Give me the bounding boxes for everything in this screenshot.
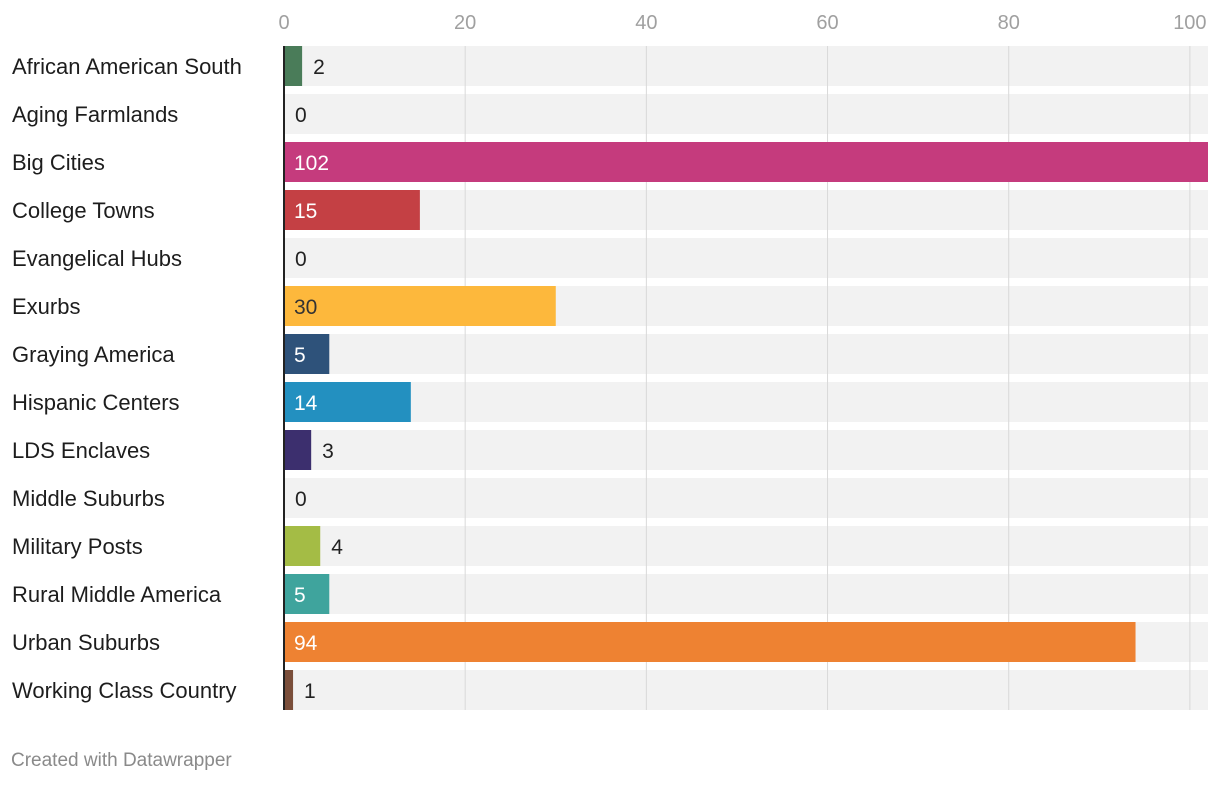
row-track-college-towns	[284, 190, 1208, 230]
credit-footer: Created with Datawrapper	[11, 750, 232, 771]
category-label-college-towns: College Towns	[12, 198, 155, 223]
bar-african-american-south	[284, 46, 303, 86]
category-label-rural-middle-america: Rural Middle America	[12, 582, 222, 607]
category-label-hispanic-centers: Hispanic Centers	[12, 390, 180, 415]
category-label-middle-suburbs: Middle Suburbs	[12, 486, 165, 511]
row-track-middle-suburbs	[284, 478, 1208, 518]
value-label-middle-suburbs: 0	[295, 488, 307, 511]
bar-big-cities	[284, 142, 1208, 182]
row-track-hispanic-centers	[284, 382, 1208, 422]
category-label-urban-suburbs: Urban Suburbs	[12, 630, 160, 655]
x-tick-label-100: 100	[1173, 12, 1206, 34]
x-tick-label-80: 80	[998, 12, 1020, 34]
value-label-lds-enclaves: 3	[322, 440, 334, 463]
bar-lds-enclaves	[284, 430, 312, 470]
value-label-graying-america: 5	[294, 344, 306, 367]
category-label-graying-america: Graying America	[12, 342, 175, 367]
row-track-graying-america	[284, 334, 1208, 374]
category-label-aging-farmlands: Aging Farmlands	[12, 102, 178, 127]
category-label-evangelical-hubs: Evangelical Hubs	[12, 246, 182, 271]
x-tick-label-0: 0	[278, 12, 289, 34]
category-label-military-posts: Military Posts	[12, 534, 143, 559]
row-track-evangelical-hubs	[284, 238, 1208, 278]
x-tick-label-20: 20	[454, 12, 476, 34]
category-label-big-cities: Big Cities	[12, 150, 105, 175]
row-track-lds-enclaves	[284, 430, 1208, 470]
value-label-aging-farmlands: 0	[295, 104, 307, 127]
value-label-urban-suburbs: 94	[294, 632, 318, 655]
value-label-college-towns: 15	[294, 200, 317, 223]
value-label-military-posts: 4	[331, 536, 343, 559]
row-track-working-class-country	[284, 670, 1208, 710]
category-label-african-american-south: African American South	[12, 54, 242, 79]
value-label-big-cities: 102	[294, 152, 329, 175]
bar-college-towns	[284, 190, 420, 230]
bar-hispanic-centers	[284, 382, 411, 422]
category-label-working-class-country: Working Class Country	[12, 678, 237, 703]
bar-graying-america	[284, 334, 330, 374]
value-label-working-class-country: 1	[304, 680, 316, 703]
category-label-exurbs: Exurbs	[12, 294, 80, 319]
bar-working-class-country	[284, 670, 294, 710]
row-track-african-american-south	[284, 46, 1208, 86]
value-label-exurbs: 30	[294, 296, 317, 319]
x-tick-label-60: 60	[816, 12, 838, 34]
bar-rural-middle-america	[284, 574, 330, 614]
bar-exurbs	[284, 286, 556, 326]
category-label-lds-enclaves: LDS Enclaves	[12, 438, 150, 463]
bar-urban-suburbs	[284, 622, 1136, 662]
value-label-rural-middle-america: 5	[294, 584, 306, 607]
row-track-military-posts	[284, 526, 1208, 566]
bar-military-posts	[284, 526, 321, 566]
row-track-aging-farmlands	[284, 94, 1208, 134]
value-label-evangelical-hubs: 0	[295, 248, 307, 271]
x-tick-label-40: 40	[635, 12, 657, 34]
value-label-hispanic-centers: 14	[294, 392, 318, 415]
row-track-rural-middle-america	[284, 574, 1208, 614]
value-label-african-american-south: 2	[313, 56, 325, 79]
